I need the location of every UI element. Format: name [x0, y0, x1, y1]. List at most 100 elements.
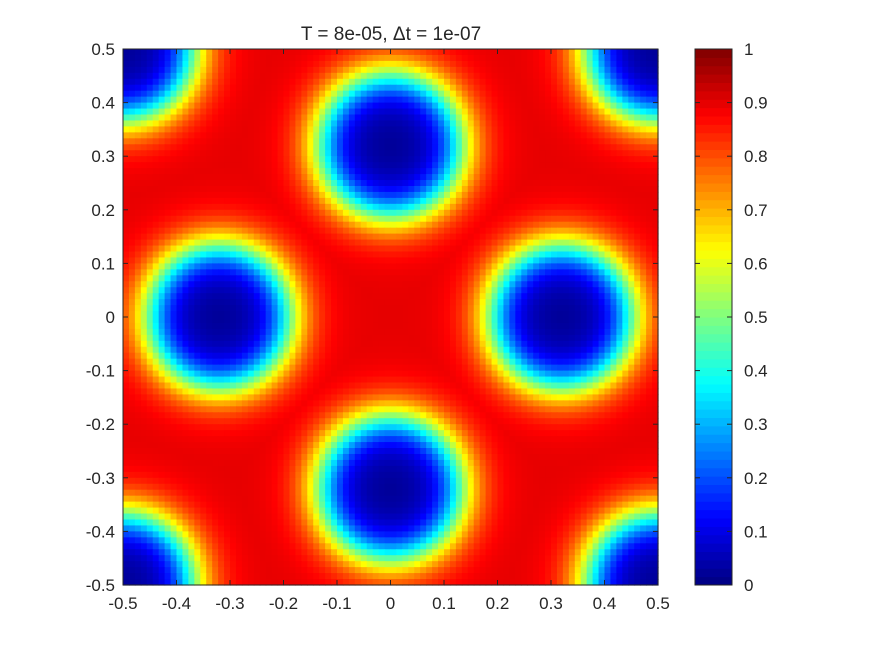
heatmap-cell [438, 168, 445, 175]
heatmap-cell [337, 317, 344, 324]
heatmap-cell [337, 215, 344, 223]
heatmap-cell [182, 233, 189, 241]
heatmap-cell [562, 352, 570, 360]
heatmap-cell [515, 317, 522, 324]
heatmap-cell [152, 245, 160, 253]
heatmap-cell [128, 78, 136, 86]
heatmap-cell [646, 90, 653, 98]
heatmap-cell [277, 203, 285, 211]
heatmap-cell [277, 191, 285, 199]
heatmap-cell [497, 150, 505, 157]
heatmap-cell [235, 150, 243, 157]
heatmap-cell [277, 132, 285, 139]
heatmap-cell [616, 108, 623, 116]
heatmap-cell [378, 352, 386, 360]
heatmap-cell [319, 275, 326, 282]
heatmap-cell [164, 215, 172, 223]
heatmap-cell [319, 60, 326, 68]
heatmap-cell [414, 108, 421, 116]
heatmap-cell [491, 281, 499, 288]
heatmap-cell [545, 78, 552, 86]
heatmap-cell [235, 239, 243, 247]
heatmap-cell [384, 60, 392, 68]
heatmap-cell [354, 209, 362, 217]
heatmap-cell [485, 245, 493, 253]
heatmap-cell [444, 334, 451, 342]
heatmap-cell [337, 340, 344, 348]
heatmap-cell [140, 317, 148, 324]
heatmap-cell [140, 108, 148, 116]
heatmap-cell [515, 54, 522, 62]
heatmap-cell [259, 358, 267, 366]
heatmap-cell [194, 293, 201, 300]
heatmap-cell [634, 126, 641, 133]
heatmap-cell [235, 54, 243, 62]
heatmap-cell [253, 346, 261, 354]
heatmap-cell [241, 287, 249, 294]
heatmap-cell [545, 49, 552, 56]
heatmap-cell [158, 233, 166, 241]
heatmap-cell [527, 114, 534, 122]
heatmap-cell [146, 60, 154, 68]
heatmap-cell [527, 269, 534, 276]
heatmap-cell [604, 251, 612, 259]
heatmap-cell [586, 72, 594, 80]
heatmap-cell [402, 90, 409, 98]
heatmap-cell [497, 60, 505, 68]
heatmap-cell [176, 168, 184, 175]
heatmap-cell [610, 72, 617, 80]
heatmap-cell [146, 197, 154, 205]
heatmap-cell [188, 299, 195, 306]
heatmap-cell [455, 144, 463, 151]
heatmap-cell [200, 370, 207, 378]
heatmap-cell [360, 96, 368, 104]
heatmap-cell [491, 245, 499, 253]
heatmap-cell [652, 317, 659, 324]
heatmap-cell [212, 203, 219, 211]
heatmap-cell [628, 334, 635, 342]
heatmap-cell [515, 287, 522, 294]
heatmap-cell [372, 174, 380, 181]
heatmap-cell [176, 114, 184, 122]
heatmap-cell [420, 340, 427, 348]
heatmap-cell [212, 358, 219, 366]
heatmap-cell [271, 185, 279, 193]
heatmap-cell [604, 84, 612, 92]
heatmap-cell [158, 156, 166, 163]
heatmap-cell [485, 328, 493, 336]
heatmap-cell [485, 251, 493, 259]
heatmap-cell [230, 54, 237, 62]
heatmap-cell [592, 215, 600, 223]
heatmap-cell [420, 251, 427, 259]
heatmap-cell [628, 370, 635, 378]
heatmap-cell [140, 257, 148, 264]
heatmap-cell [432, 275, 439, 282]
heatmap-cell [283, 269, 291, 276]
heatmap-cell [194, 209, 201, 217]
heatmap-cell [527, 54, 534, 62]
heatmap-cell [277, 168, 285, 175]
heatmap-cell [313, 138, 320, 145]
heatmap-cell [586, 340, 594, 348]
heatmap-cell [342, 233, 350, 241]
heatmap-cell [640, 346, 647, 354]
heatmap-cell [342, 352, 350, 360]
heatmap-cell [337, 209, 344, 217]
heatmap-cell [295, 269, 302, 276]
heatmap-cell [586, 233, 594, 241]
heatmap-cell [485, 191, 493, 199]
heatmap-cell [313, 114, 320, 122]
heatmap-cell [449, 84, 457, 92]
heatmap-cell [640, 197, 647, 205]
heatmap-cell [200, 251, 207, 259]
heatmap-cell [467, 84, 475, 92]
heatmap-cell [289, 215, 296, 223]
heatmap-cell [444, 322, 451, 330]
heatmap-cell [188, 328, 195, 336]
heatmap-cell [152, 227, 160, 235]
heatmap-cell [360, 352, 368, 360]
heatmap-cell [206, 49, 213, 56]
heatmap-cell [123, 281, 130, 288]
heatmap-cell [616, 54, 623, 62]
heatmap-cell [194, 251, 201, 259]
